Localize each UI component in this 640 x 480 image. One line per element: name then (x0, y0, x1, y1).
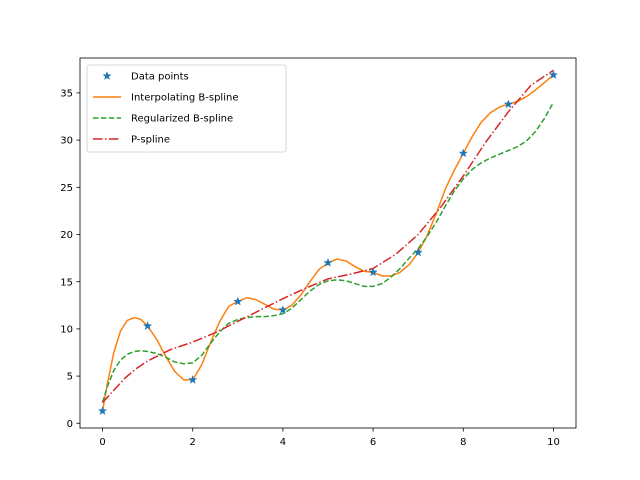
y-tick-label: 0 (67, 419, 73, 430)
y-tick-label: 15 (60, 277, 73, 288)
data-point-star (142, 321, 153, 331)
series-line-interpolating-b-spline (101, 74, 554, 412)
series-line-regularized-b-spline (101, 101, 555, 403)
data-point-star (233, 296, 243, 306)
legend-entry-regularized-b-spline: Regularized B-spline (93, 114, 233, 125)
series-layer (101, 69, 555, 412)
data-point-star (188, 374, 198, 384)
series-line-p-spline (101, 69, 554, 404)
x-tick-label: 2 (190, 437, 196, 448)
data-point-star (413, 247, 423, 257)
legend-entry-interpolating-b-spline: Interpolating B-spline (93, 93, 238, 104)
legend-label: Interpolating B-spline (131, 93, 238, 104)
x-tick-label: 4 (280, 437, 286, 448)
x-tick-label: 8 (460, 437, 466, 448)
legend: Data points Interpolating B-spline Regul… (86, 64, 287, 153)
legend-label: Regularized B-spline (131, 114, 233, 125)
data-point-star (548, 70, 559, 79)
legend-label: P-spline (131, 135, 170, 146)
x-tick-label: 0 (99, 437, 105, 448)
data-point-star (323, 257, 333, 267)
y-tick-label: 35 (60, 89, 73, 100)
data-point-star (97, 406, 108, 416)
legend-star-marker-icon (102, 71, 112, 81)
data-points-layer (97, 70, 559, 416)
legend-label: Data points (131, 72, 189, 83)
legend-frame (86, 64, 287, 153)
axes-frame (79, 57, 577, 429)
y-tick-label: 25 (60, 183, 73, 194)
y-tick-label: 5 (67, 372, 73, 383)
y-axis: 0 5 10 15 20 25 30 35 (60, 89, 80, 430)
y-tick-label: 30 (60, 136, 73, 147)
x-tick-label: 10 (547, 437, 560, 448)
legend-entry-p-spline: P-spline (93, 135, 170, 146)
data-point-star (368, 267, 378, 277)
data-point-star (503, 99, 514, 109)
y-tick-label: 10 (60, 324, 73, 335)
legend-entry-data-points: Data points (102, 71, 189, 83)
y-tick-label: 20 (60, 230, 73, 241)
data-point-star (278, 305, 288, 315)
x-tick-label: 6 (370, 437, 376, 448)
x-axis: 0 2 4 6 8 10 (99, 428, 560, 448)
data-point-star (458, 148, 468, 158)
